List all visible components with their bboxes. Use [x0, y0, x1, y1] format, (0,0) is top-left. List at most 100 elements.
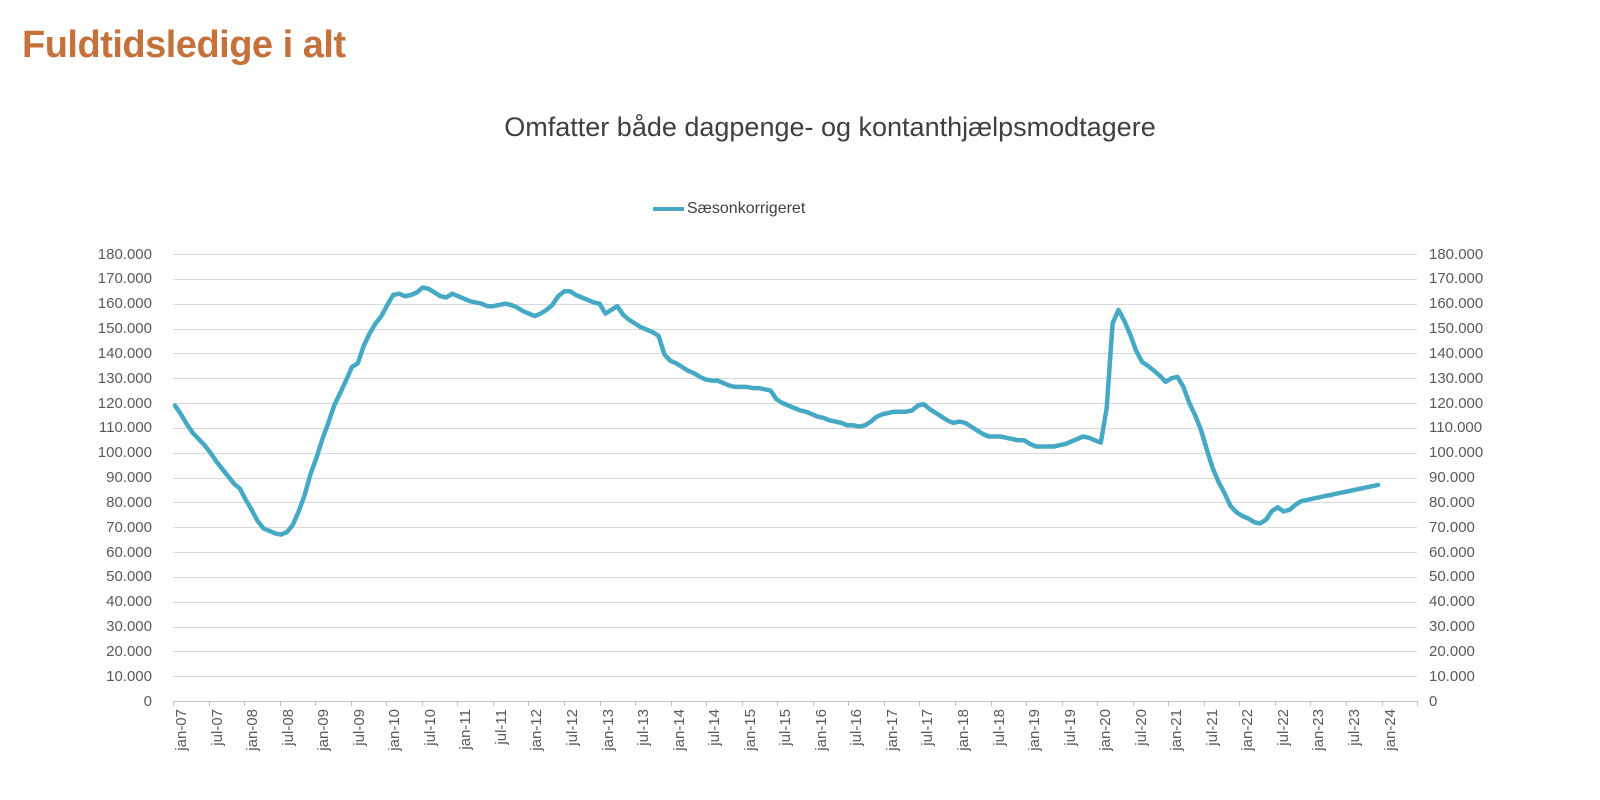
x-axis-tick — [1345, 701, 1347, 706]
x-axis-label: jan-08 — [244, 709, 262, 751]
x-axis-tick — [599, 701, 601, 706]
gridline — [173, 552, 1417, 553]
y-axis-label-left: 160.000 — [97, 295, 152, 313]
y-axis-label-left: 10.000 — [106, 667, 152, 685]
y-axis-label-left: 40.000 — [106, 593, 152, 611]
x-axis-label: jul-13 — [635, 709, 653, 746]
x-axis-label: jul-19 — [1061, 709, 1079, 746]
x-axis-tick — [350, 701, 352, 706]
x-axis-tick — [315, 701, 317, 706]
y-axis-label-right: 60.000 — [1429, 543, 1475, 561]
x-axis-label: jan-13 — [599, 709, 617, 751]
y-axis-label-left: 170.000 — [97, 270, 152, 288]
x-axis-tick — [1310, 701, 1312, 706]
x-axis-label: jan-19 — [1026, 709, 1043, 751]
x-axis-label: jan-09 — [315, 709, 333, 751]
y-axis-label-left: 130.000 — [97, 369, 152, 387]
x-axis-label: jul-18 — [990, 709, 1008, 746]
x-axis-label: jul-09 — [350, 709, 368, 746]
y-axis-label-right: 120.000 — [1429, 394, 1484, 412]
x-axis-label: jul-12 — [564, 709, 581, 746]
gridline — [173, 403, 1417, 404]
x-axis-label: jan-15 — [741, 709, 759, 751]
y-axis-label-right: 160.000 — [1429, 295, 1484, 313]
gridline — [173, 254, 1417, 255]
x-axis-tick — [1132, 701, 1134, 706]
x-axis-tick — [564, 701, 565, 706]
gridline — [173, 452, 1417, 454]
y-axis-label-left: 110.000 — [98, 419, 152, 437]
gridline — [173, 477, 1417, 479]
y-axis-label-right: 80.000 — [1429, 493, 1475, 511]
legend-label: Sæsonkorrigeret — [687, 199, 806, 217]
gridline — [173, 353, 1417, 355]
x-axis-label: jul-11 — [492, 709, 510, 745]
y-axis-label-left: 120.000 — [97, 394, 152, 412]
y-axis-label-left: 50.000 — [106, 568, 152, 586]
y-axis-label-right: 30.000 — [1429, 618, 1475, 635]
gridline — [173, 576, 1417, 578]
y-axis-label-right: 110.000 — [1429, 419, 1483, 437]
y-axis-label-right: 90.000 — [1429, 469, 1475, 486]
y-axis-label-left: 70.000 — [106, 518, 152, 536]
x-axis-tick — [883, 701, 885, 706]
x-axis-tick — [244, 701, 246, 706]
y-axis-label-right: 180.000 — [1429, 245, 1484, 263]
x-axis-tick — [208, 701, 210, 706]
y-axis-label-right: 10.000 — [1429, 667, 1475, 685]
gridline — [173, 303, 1417, 305]
x-axis-tick — [954, 701, 956, 706]
y-axis-label-left: 20.000 — [106, 642, 152, 660]
gridline — [173, 328, 1417, 330]
y-axis-label-left: 0 — [143, 692, 152, 710]
x-axis-tick — [919, 701, 921, 706]
gridline — [173, 601, 1417, 603]
y-axis-label-right: 100.000 — [1429, 444, 1484, 462]
y-axis-label-left: 60.000 — [106, 543, 152, 561]
x-axis-label: jan-24 — [1381, 709, 1399, 751]
x-axis-label: jul-17 — [919, 709, 937, 746]
x-axis-tick — [990, 701, 992, 706]
x-axis-label: jan-10 — [386, 709, 404, 751]
x-axis-label: jan-16 — [812, 709, 830, 751]
chart-subtitle: Omfatter både dagpenge- og kontanthjælps… — [504, 112, 1156, 142]
x-axis-label: jan-20 — [1097, 709, 1115, 751]
y-axis-label-left: 140.000 — [97, 344, 152, 362]
x-axis-tick — [670, 701, 672, 706]
series-line-path — [172, 285, 1381, 537]
x-axis-label: jul-20 — [1132, 709, 1150, 746]
x-axis-label: jan-21 — [1168, 709, 1186, 751]
page-title: Fuldtidsledige i alt — [22, 24, 346, 66]
gridline — [173, 527, 1417, 529]
x-axis-label: jul-10 — [421, 709, 439, 746]
x-axis-label: jul-08 — [279, 709, 297, 746]
y-axis-label-right: 70.000 — [1429, 518, 1475, 536]
x-axis-tick — [1239, 701, 1241, 706]
x-axis-line — [173, 701, 1417, 702]
chart-legend: Sæsonkorrigeret — [653, 200, 805, 217]
y-axis-label-left: 100.000 — [97, 444, 152, 462]
x-axis-label: jul-07 — [208, 709, 226, 746]
x-axis-tick — [812, 701, 814, 706]
x-axis-label: jul-21 — [1203, 709, 1221, 746]
x-axis-tick — [1061, 701, 1063, 706]
x-axis-label: jan-11 — [457, 709, 475, 750]
y-axis-label-right: 40.000 — [1429, 593, 1475, 611]
x-axis-tick — [1168, 701, 1170, 706]
x-axis-tick — [492, 701, 494, 706]
gridline — [173, 626, 1417, 628]
x-axis-tick — [1381, 701, 1383, 706]
x-axis-tick — [386, 701, 388, 706]
y-axis-label-right: 150.000 — [1429, 320, 1484, 337]
y-axis-label-right: 130.000 — [1429, 369, 1484, 387]
x-axis-label: jan-23 — [1310, 709, 1328, 751]
y-axis-label-right: 170.000 — [1429, 270, 1484, 288]
gridline — [173, 278, 1417, 280]
y-axis-label-right: 140.000 — [1429, 344, 1484, 362]
y-axis-label-right: 20.000 — [1429, 642, 1475, 660]
x-axis-label: jan-22 — [1239, 709, 1257, 751]
x-axis-tick — [777, 701, 779, 706]
x-axis-tick — [528, 701, 530, 706]
x-axis-tick — [1026, 701, 1027, 706]
